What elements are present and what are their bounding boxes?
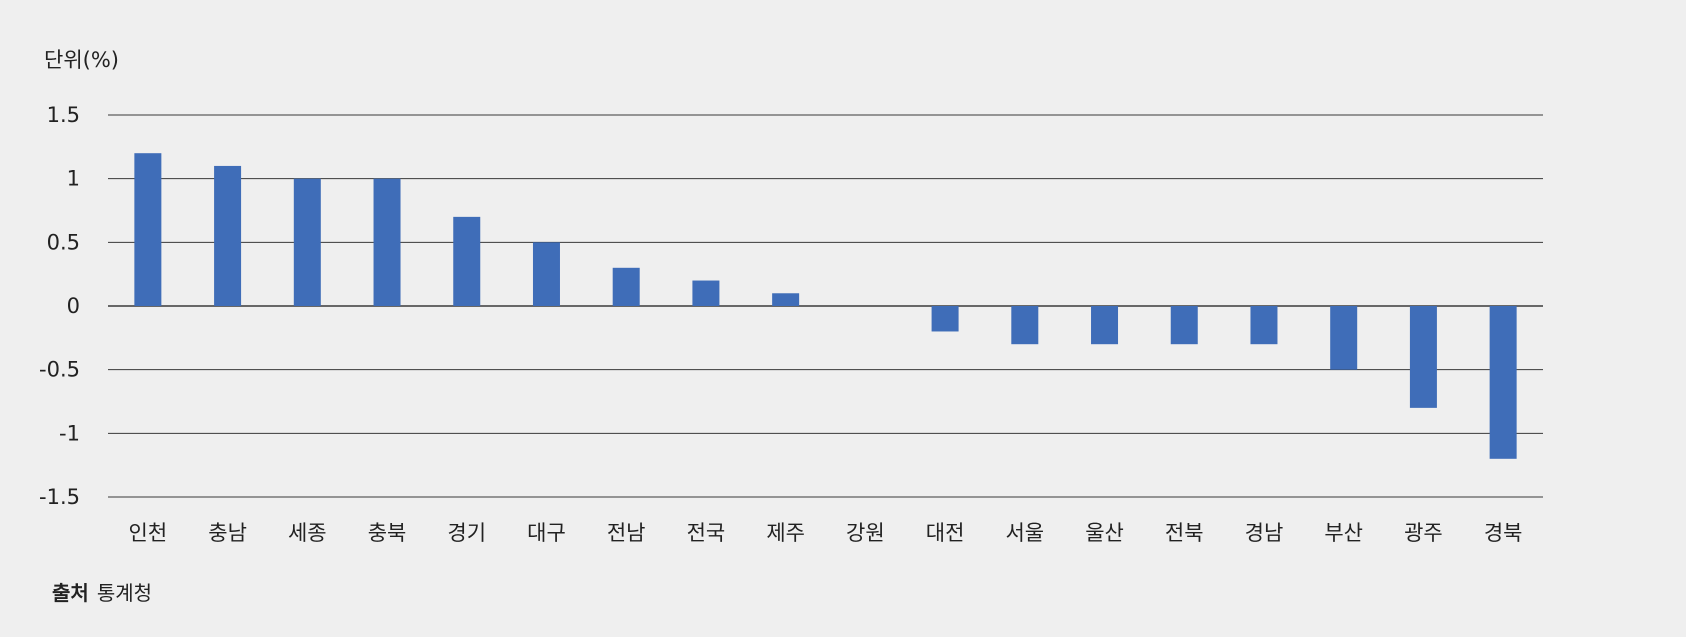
x-tick-label: 울산 [1085,521,1124,545]
bar-서울 [1011,306,1039,345]
bar-광주 [1409,306,1437,408]
source-label: 출처 [52,581,89,605]
bar-충북 [373,178,401,306]
bar-경북 [1489,306,1517,459]
bar-경남 [1250,306,1278,345]
x-tick-label: 경북 [1484,521,1523,545]
x-tick-label: 부산 [1324,521,1363,545]
y-tick-label: 0.5 [47,230,80,254]
source-line: 출처 통계청 [52,577,152,606]
bar-세종 [293,178,321,306]
y-tick-labels: 1.5 1 0.5 0 -0.5 -1 -1.5 [39,103,80,509]
unit-label: 단위(%) [44,48,119,72]
x-tick-label: 전북 [1165,521,1204,545]
y-tick-label: -1.5 [39,485,80,509]
source-text: 통계청 [96,581,153,605]
x-tick-label: 대전 [926,521,965,545]
x-tick-label: 인천 [129,521,168,545]
x-tick-label: 대구 [527,521,566,545]
bar-인천 [134,153,162,306]
x-tick-labels: 인천 충남 세종 충북 경기 대구 전남 전국 제주 강원 대전 서울 울산 전북 경남 부산 광주 경북 [129,521,1523,545]
x-tick-label: 세종 [288,521,327,545]
x-tick-label: 광주 [1404,521,1443,545]
y-tick-label: -0.5 [39,358,80,382]
x-tick-label: 경남 [1245,521,1284,545]
bar-전남 [612,267,640,306]
y-tick-label: 1.5 [47,103,80,127]
x-tick-label: 경기 [447,521,486,545]
bar-대전 [931,306,959,332]
bar-경기 [453,216,481,306]
y-tick-label: -1 [59,421,80,445]
bar-전북 [1170,306,1198,345]
x-tick-label: 강원 [846,521,885,545]
bar-전국 [692,280,720,306]
x-tick-label: 서울 [1005,521,1044,545]
y-tick-label: 1 [67,167,80,191]
x-tick-label: 충남 [208,521,247,545]
bar-울산 [1091,306,1119,345]
x-tick-label: 전남 [607,521,646,545]
bar-대구 [532,242,560,306]
bars-layer [134,153,1517,459]
x-tick-label: 충북 [368,521,407,545]
grid-layer [108,114,1543,498]
bar-제주 [772,293,800,306]
y-tick-label: 0 [67,294,80,318]
bar-충남 [214,165,242,306]
x-tick-label: 제주 [766,521,805,545]
x-tick-label: 전국 [687,521,726,545]
bar-부산 [1330,306,1358,370]
